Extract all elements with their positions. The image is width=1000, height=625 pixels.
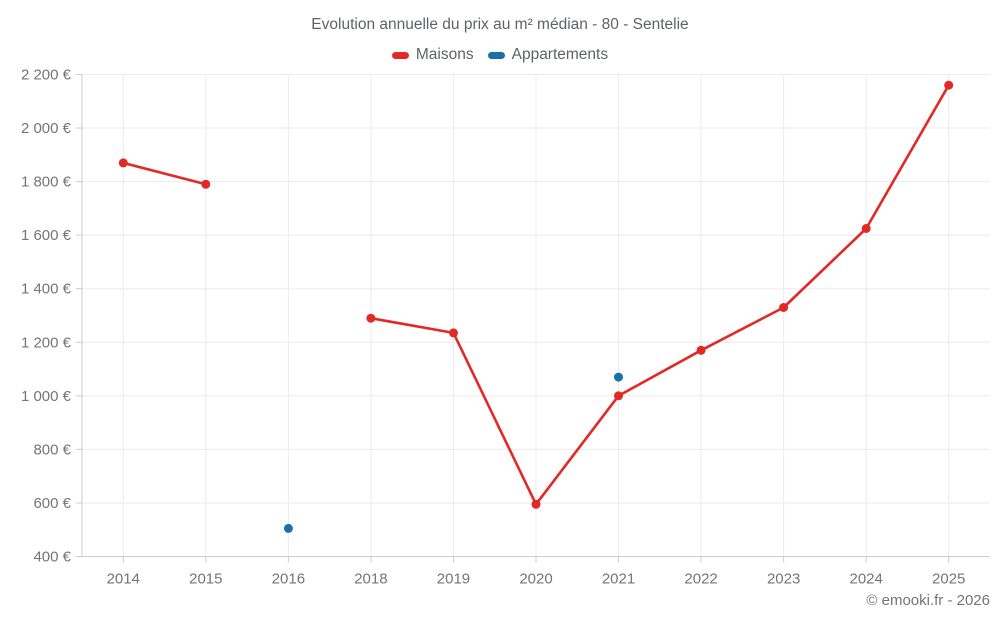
appartements-series-marker-icon	[487, 51, 505, 59]
y-axis-label: 600 €	[33, 495, 71, 512]
y-axis-label: 1 800 €	[21, 174, 72, 191]
data-point-maisons[interactable]	[118, 158, 128, 168]
legend-item-appartements[interactable]: Appartements	[487, 46, 609, 64]
y-axis-label: 1 200 €	[21, 334, 72, 351]
series-line-maisons	[122, 83, 950, 506]
data-point-maisons[interactable]	[779, 303, 789, 312]
data-point-maisons[interactable]	[614, 391, 623, 401]
y-axis-label: 1 000 €	[21, 388, 72, 405]
x-axis-label: 2021	[602, 571, 635, 588]
data-point-maisons[interactable]	[944, 80, 954, 90]
maisons-series-marker-icon	[391, 51, 409, 59]
y-axis-label: 800 €	[33, 441, 71, 458]
data-point-appartements[interactable]	[283, 523, 293, 533]
data-point-maisons[interactable]	[861, 224, 871, 233]
data-point-maisons[interactable]	[201, 179, 211, 189]
x-axis-label: 2025	[932, 571, 965, 588]
x-axis-label: 2023	[767, 571, 800, 588]
y-axis-label: 2 200 €	[21, 67, 72, 84]
data-point-maisons[interactable]	[531, 499, 541, 509]
y-axis-label: 1 600 €	[21, 227, 72, 244]
legend-label-maisons: Maisons	[415, 46, 474, 63]
x-axis-label: 2016	[272, 571, 305, 588]
chart-legend: Maisons Appartements	[0, 46, 1000, 64]
x-axis-label: 2015	[189, 571, 222, 588]
copyright: © emooki.fr - 2026	[866, 592, 990, 609]
legend-item-maisons[interactable]: Maisons	[391, 46, 474, 64]
y-axis-label: 2 000 €	[21, 120, 72, 137]
data-point-maisons[interactable]	[366, 313, 376, 323]
y-axis-label: 1 400 €	[21, 281, 72, 298]
y-axis-label: 400 €	[33, 549, 71, 566]
x-axis-label: 2020	[519, 571, 552, 588]
legend-label-appartements: Appartements	[511, 46, 609, 63]
data-point-maisons[interactable]	[696, 345, 706, 355]
data-point-maisons[interactable]	[449, 328, 458, 338]
x-axis-label: 2022	[684, 571, 717, 588]
x-axis-label: 2024	[849, 571, 882, 588]
x-axis-label: 2019	[437, 571, 470, 588]
x-axis-label: 2018	[354, 571, 387, 588]
data-point-appartements[interactable]	[614, 372, 623, 382]
x-axis-label: 2014	[107, 571, 140, 588]
chart-title: Evolution annuelle du prix au m² médian …	[311, 16, 689, 33]
